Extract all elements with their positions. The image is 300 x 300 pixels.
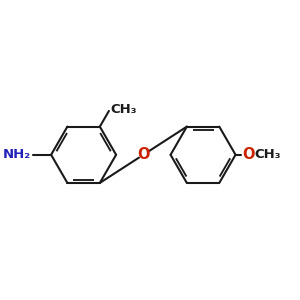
Text: NH₂: NH₂ xyxy=(3,148,31,161)
Text: CH₃: CH₃ xyxy=(255,148,281,161)
Text: O: O xyxy=(243,147,255,162)
Text: O: O xyxy=(137,147,150,162)
Text: CH₃: CH₃ xyxy=(111,103,137,116)
